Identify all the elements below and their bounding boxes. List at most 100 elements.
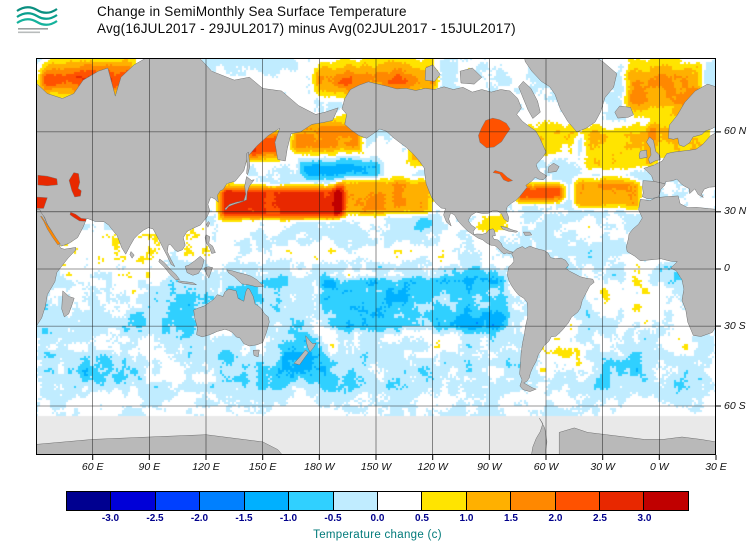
- landmass: [36, 132, 716, 199]
- landmass: [518, 80, 541, 119]
- landmass: [226, 269, 265, 288]
- colorbar-segment: [200, 492, 245, 510]
- colorbar-segment: [244, 492, 290, 510]
- colorbar-tick-label: -2.0: [190, 513, 209, 524]
- landmass: [293, 349, 309, 366]
- x-axis-label: 150 W: [360, 461, 392, 473]
- colorbar-segment: [111, 492, 156, 510]
- map-frame: [36, 58, 716, 455]
- x-axis-label: 60 E: [81, 461, 104, 473]
- colorbar-tick-label: 3.0: [637, 513, 652, 524]
- colorbar-tick-label: 0.0: [370, 513, 385, 524]
- colorbar-tick-label: -2.5: [146, 513, 164, 524]
- colorbar-segment: [555, 492, 601, 510]
- logo-microtext-line: [18, 31, 40, 34]
- landmass: [459, 67, 483, 85]
- chart-subtitle: Avg(16JUL2017 - 29JUL2017) minus Avg(02J…: [97, 21, 516, 36]
- landmass: [507, 245, 595, 392]
- landmass: [203, 266, 213, 279]
- colorbar-segment: [644, 492, 688, 510]
- landmass: [614, 105, 634, 119]
- landmass: [129, 251, 135, 259]
- colorbar-tick-label: 0.5: [415, 513, 429, 524]
- colorbar-tick-label: 2.0: [548, 513, 563, 524]
- inland-sea: [69, 211, 87, 222]
- colorbar-scale: [66, 491, 689, 511]
- landmass: [524, 58, 618, 133]
- chart-title: Change in SemiMonthly Sea Surface Temper…: [97, 4, 407, 19]
- colorbar-segment: [67, 492, 112, 510]
- landmass: [177, 280, 197, 286]
- landmass: [36, 427, 716, 455]
- landmass: [206, 221, 211, 228]
- x-axis-label: 90 W: [477, 461, 502, 473]
- landmass: [158, 258, 181, 281]
- landmass: [522, 231, 533, 236]
- colorbar-tick-label: -1.0: [279, 513, 298, 524]
- map-overlay: [36, 58, 721, 460]
- colorbar-segment: [377, 492, 423, 510]
- landmass: [638, 149, 648, 159]
- landmass: [547, 162, 560, 173]
- x-axis-label: 150 E: [248, 461, 277, 473]
- y-axis-label: 60 S: [724, 399, 746, 412]
- colorbar: -3.0 -2.5 -2.0 -1.5 -1.0 -0.5 0.0 0.5 1.0 1.5 2.0 2…: [66, 491, 689, 541]
- x-axis-label: 90 E: [138, 461, 161, 473]
- y-axis-label: 30 S: [724, 319, 746, 332]
- colorbar-tick-label: -3.0: [101, 513, 120, 524]
- x-axis-label: 30 W: [590, 461, 615, 473]
- y-axis-label: 60 N: [724, 125, 747, 138]
- continents-layer: [36, 58, 716, 455]
- landmass: [61, 290, 75, 318]
- inland-sea: [478, 117, 511, 149]
- colorbar-tick-label: 1.0: [459, 513, 474, 524]
- colorbar-segment: [155, 492, 201, 510]
- landmass: [193, 287, 270, 347]
- colorbar-tick-label: 2.5: [593, 513, 607, 524]
- landmass: [305, 334, 317, 353]
- world-map-plot-area: [36, 58, 721, 460]
- colorbar-tick-label: -0.5: [324, 513, 342, 524]
- colorbar-segment: [289, 492, 334, 510]
- colorbar-tick-labels: -3.0 -2.5 -2.0 -1.5 -1.0 -0.5 0.0 0.5 1.0 1.5 2.0 2…: [66, 513, 689, 527]
- inland-sea: [40, 216, 61, 246]
- colorbar-tick-label: -1.5: [235, 513, 253, 524]
- inland-sea: [36, 196, 716, 209]
- landmass: [36, 195, 716, 337]
- y-axis-label: 30 N: [724, 205, 747, 218]
- colorbar-segment: [600, 492, 645, 510]
- landmass: [36, 83, 716, 147]
- x-axis-label: 120 W: [417, 461, 448, 473]
- graticule-layer: [36, 58, 716, 455]
- y-axis-label: 0: [724, 262, 730, 275]
- landmass: [500, 225, 519, 233]
- colorbar-segment: [466, 492, 512, 510]
- inland-sea: [37, 174, 58, 187]
- logo-wave-icon: [16, 6, 58, 14]
- landmass: [204, 234, 216, 254]
- landmass: [252, 349, 260, 358]
- colorbar-tick-label: 1.5: [504, 513, 518, 524]
- logo-microtext-line: [18, 28, 48, 30]
- colorbar-caption: Temperature change (c): [313, 529, 442, 541]
- logo-wave-icon: [16, 18, 58, 26]
- landmass: [184, 255, 205, 276]
- x-axis-label: 30 E: [705, 461, 727, 473]
- colorbar-segment: [422, 492, 467, 510]
- landmass: [646, 136, 661, 164]
- x-axis-label: 120 E: [192, 461, 220, 473]
- inland-sea: [492, 170, 514, 183]
- x-axis-label: 60 W: [533, 461, 559, 473]
- axis-ticks: [92, 131, 721, 460]
- agency-waves-logo: [16, 6, 58, 34]
- inland-sea: [68, 172, 82, 198]
- logo-wave-icon: [16, 12, 58, 20]
- landmass: [424, 64, 441, 82]
- colorbar-segment: [333, 492, 378, 510]
- x-axis-label: 0 W: [649, 461, 669, 473]
- colorbar-segment: [511, 492, 556, 510]
- landmass: [246, 151, 251, 176]
- x-axis-label: 180 W: [304, 461, 335, 473]
- landmass: [224, 176, 255, 211]
